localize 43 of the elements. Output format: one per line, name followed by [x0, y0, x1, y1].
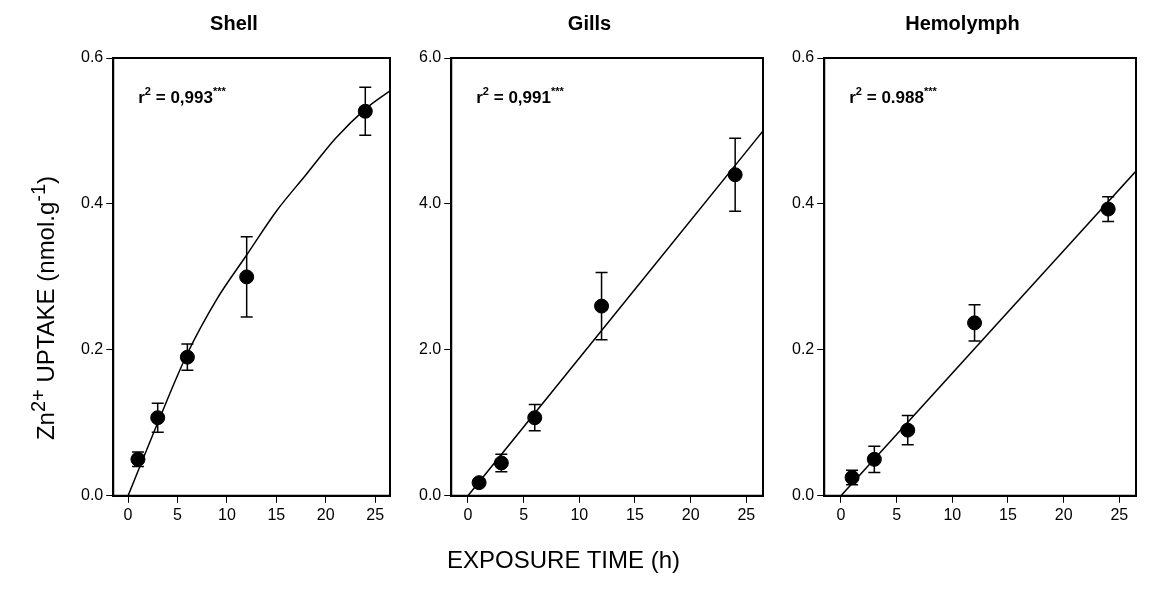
x-tick-label: 5	[892, 505, 902, 523]
point	[239, 269, 255, 285]
x-tick-label: 15	[626, 505, 644, 523]
x-tick-label: 0	[123, 505, 133, 523]
x-tick-label: 20	[681, 505, 700, 523]
x-tick-label: 0	[463, 505, 473, 523]
x-axis-title: EXPOSURE TIME (h)	[446, 545, 681, 575]
x-tick-label: 20	[316, 505, 335, 523]
point	[900, 422, 916, 438]
x-tick-label: 0	[836, 505, 846, 523]
x-tick-label: 20	[1054, 505, 1073, 523]
point	[150, 410, 166, 426]
x-tick-label: 25	[737, 505, 756, 523]
chart-title: Hemolymph	[905, 11, 1020, 34]
point	[179, 349, 195, 365]
y-tick-label: 0.4	[80, 194, 104, 212]
x-tick-label: 25	[366, 505, 385, 523]
point	[527, 410, 543, 426]
y-tick-label: 0.0	[80, 486, 104, 504]
x-tick-label: 10	[218, 505, 236, 523]
y-tick-label: 0.4	[791, 194, 815, 212]
y-tick-label: 4.0	[418, 194, 442, 212]
chart-title: Gills	[567, 11, 612, 34]
point	[594, 298, 610, 314]
x-tick-label: 15	[999, 505, 1017, 523]
y-tick-label: 0.0	[791, 486, 815, 504]
point	[357, 103, 373, 119]
y-tick-label: 6.0	[418, 48, 442, 66]
y-tick-label: 2.0	[418, 340, 442, 358]
y-tick-label: 0.2	[80, 340, 104, 358]
x-tick-label: 15	[267, 505, 286, 523]
point	[866, 451, 882, 467]
y-tick-label: 0.6	[791, 48, 815, 66]
x-tick-label: 10	[943, 505, 962, 523]
x-tick-label: 10	[570, 505, 589, 523]
y-tick-label: 0.2	[791, 340, 815, 358]
x-tick-label: 5	[519, 505, 529, 523]
point	[967, 315, 983, 331]
chart-title: Shell	[210, 11, 258, 34]
y-tick-label: 0.6	[80, 48, 104, 66]
x-tick-label: 5	[173, 505, 183, 523]
x-tick-label: 25	[1110, 505, 1129, 523]
y-tick-label: 0.0	[418, 486, 442, 504]
